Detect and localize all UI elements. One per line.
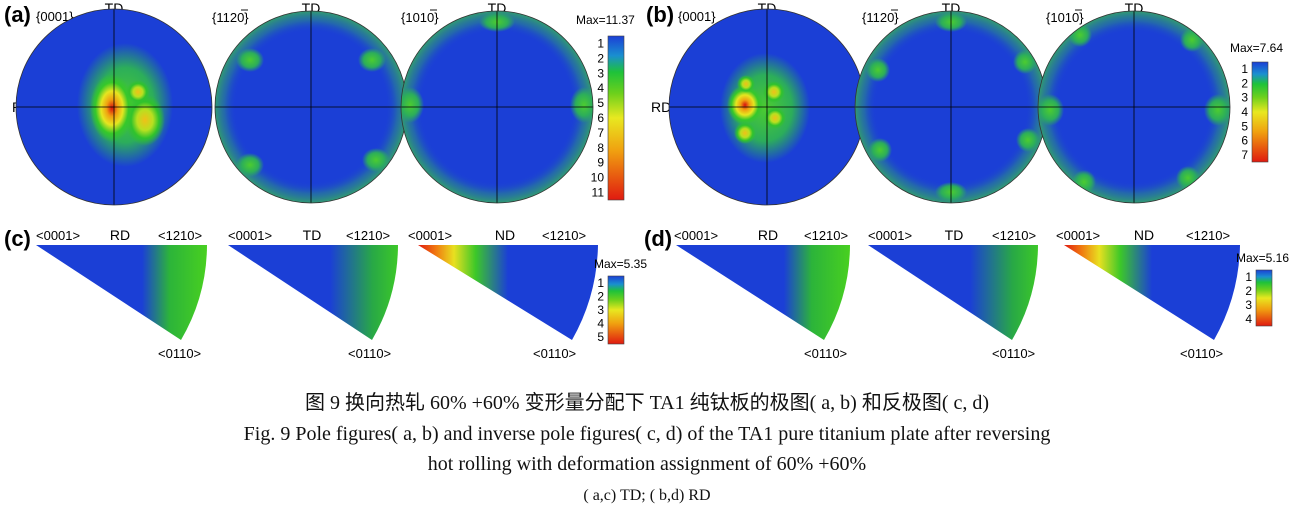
colorbar-c-tick: 1	[597, 276, 604, 290]
colorbar-d-tick: 3	[1245, 298, 1252, 312]
colorbar-a-tick: 3	[597, 66, 604, 80]
colorbar-b-tick: 7	[1241, 148, 1248, 162]
ipf-d-rd-corner-left: <0001>	[674, 228, 718, 243]
colorbar-a-tick: 7	[597, 126, 604, 140]
ipf-d-nd-corner-bottom: <0110>	[1180, 346, 1223, 361]
ipf-c-rd-corner-left: <0001>	[36, 228, 80, 243]
ipf-d-rd-corner-bottom: <0110>	[804, 346, 847, 361]
ipf-c-rd-corner-right: <1210>	[158, 228, 202, 243]
ipf-d-td-corner-right: <1210>	[992, 228, 1036, 243]
panel-b-label: (b)	[646, 2, 674, 27]
pole-figure-b-10-10	[1037, 10, 1231, 204]
ipf-d-nd-corner-left: <0001>	[1056, 228, 1100, 243]
ipf-d-nd-corner-right: <1210>	[1186, 228, 1230, 243]
colorbar-a-tick: 8	[597, 141, 604, 155]
colorbar-b-tick: 2	[1241, 76, 1248, 90]
pole-figure-a-0001	[15, 8, 213, 206]
pole-figure-a-11-20	[214, 10, 408, 204]
caption-english-line2: hot rolling with deformation assignment …	[427, 453, 867, 475]
caption-note: ( a,c) TD; ( b,d) RD	[583, 487, 711, 504]
ipf-c-nd: <0001> ND <1210> <0110>	[408, 227, 598, 361]
ipf-d-nd-direction: ND	[1134, 227, 1154, 243]
ipf-d-td: <0001> TD <1210> <0110>	[868, 227, 1038, 361]
pf-b1-rd: RD	[651, 99, 671, 115]
ipf-d-rd-corner-right: <1210>	[804, 228, 848, 243]
colorbar-c-max: Max=5.35	[594, 257, 647, 271]
ipf-c-rd: <0001> RD <1210> <0110>	[36, 227, 207, 361]
ipf-c-td-corner-bottom: <0110>	[348, 346, 391, 361]
colorbar-b-max: Max=7.64	[1230, 41, 1283, 55]
caption-chinese: 图 9 换向热轧 60% +60% 变形量分配下 TA1 纯钛板的极图( a, …	[304, 392, 990, 414]
pf-a1-plane: {0001}	[36, 9, 74, 24]
pole-figure-a-10-10	[400, 10, 594, 204]
ipf-c-td-corner-right: <1210>	[346, 228, 390, 243]
ipf-d-rd-direction: RD	[758, 227, 778, 243]
panel-d-label: (d)	[644, 226, 672, 251]
pf-b3-plane: {1010}	[1046, 10, 1084, 25]
colorbar-d-tick: 2	[1245, 284, 1252, 298]
panel-b: (b) {0001} TD RD {1120} TD	[646, 0, 1283, 206]
colorbar-c-tick: 2	[597, 289, 604, 303]
colorbar-a-tick: 9	[597, 156, 604, 170]
ipf-c-nd-direction: ND	[495, 227, 515, 243]
caption-english-line1: Fig. 9 Pole figures( a, b) and inverse p…	[243, 423, 1051, 445]
pole-figure-b-11-20	[854, 10, 1048, 204]
colorbar-a-tick: 4	[597, 81, 604, 95]
colorbar-c-tick: 3	[597, 303, 604, 317]
pf-b2-plane: {1120}	[862, 10, 899, 25]
colorbar-b-tick: 5	[1241, 119, 1248, 133]
colorbar-d-tick: 1	[1245, 270, 1252, 284]
colorbar-a-tick: 1	[597, 36, 604, 50]
ipf-d-td-corner-left: <0001>	[868, 228, 912, 243]
colorbar-d-max: Max=5.16	[1236, 251, 1289, 265]
ipf-c-td-direction: TD	[303, 227, 322, 243]
panel-a-label: (a)	[4, 2, 31, 27]
ipf-c-td-corner-left: <0001>	[228, 228, 272, 243]
panel-c: (c) <0001> RD <1210> <0110> <0001> TD <1…	[4, 226, 647, 361]
colorbar-c-tick: 4	[597, 317, 604, 331]
pf-a3-plane: {1010}	[401, 10, 439, 25]
ipf-d-td-direction: TD	[945, 227, 964, 243]
ipf-c-nd-corner-bottom: <0110>	[533, 346, 576, 361]
pf-b1-plane: {0001}	[678, 9, 716, 24]
ipf-c-rd-corner-bottom: <0110>	[158, 346, 201, 361]
colorbar-a-tick: 6	[597, 111, 604, 125]
ipf-c-td: <0001> TD <1210> <0110>	[228, 227, 398, 361]
panel-d: (d) <0001> RD <1210> <0110> <0001> TD <1…	[644, 226, 1289, 361]
colorbar-a-tick: 10	[591, 171, 605, 185]
colorbar-a-tick: 2	[597, 51, 604, 65]
ipf-d-td-corner-bottom: <0110>	[992, 346, 1035, 361]
ipf-c-rd-direction: RD	[110, 227, 130, 243]
pole-figure-b-0001	[668, 8, 866, 206]
colorbar-b-tick: 1	[1241, 62, 1248, 76]
colorbar-a-tick: 5	[597, 96, 604, 110]
figure-graphic: (a) {0001} TD RD {1120} TD	[4, 0, 1289, 361]
colorbar-b-tick: 3	[1241, 91, 1248, 105]
colorbar-c-tick: 5	[597, 330, 604, 344]
colorbar-d-tick: 4	[1245, 312, 1252, 326]
colorbar-b-tick: 6	[1241, 134, 1248, 148]
panel-c-label: (c)	[4, 226, 31, 251]
colorbar-a-tick: 11	[592, 186, 605, 200]
pf-a2-plane: {1120}	[212, 10, 249, 25]
panel-a: (a) {0001} TD RD {1120} TD	[4, 0, 635, 206]
ipf-d-nd: <0001> ND <1210> <0110>	[1056, 227, 1240, 361]
ipf-c-nd-corner-left: <0001>	[408, 228, 452, 243]
colorbar-a-max: Max=11.37	[576, 13, 635, 27]
ipf-c-nd-corner-right: <1210>	[542, 228, 586, 243]
colorbar-b-tick: 4	[1241, 105, 1248, 119]
ipf-d-rd: <0001> RD <1210> <0110>	[674, 227, 850, 361]
